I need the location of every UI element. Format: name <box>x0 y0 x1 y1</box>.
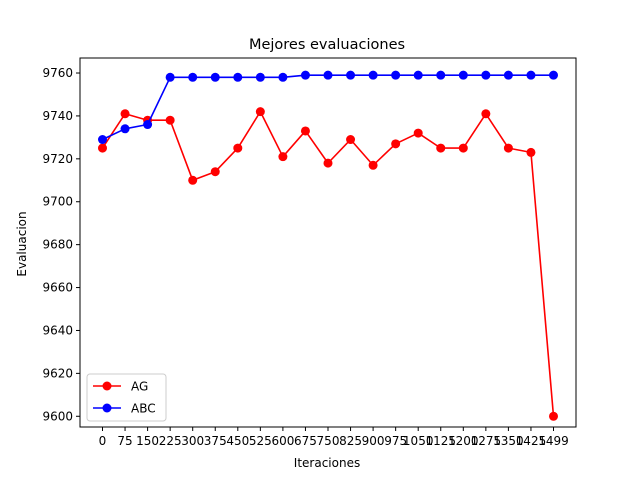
data-point-ag <box>120 109 130 119</box>
data-point-abc <box>300 70 310 80</box>
data-point-abc <box>255 72 265 82</box>
series-ag <box>98 107 558 421</box>
x-tick-label: 1125 <box>425 434 456 448</box>
series-abc <box>98 70 558 145</box>
plot-frame <box>79 57 577 428</box>
x-tick-label: 1200 <box>448 434 479 448</box>
legend-item: ABC <box>93 402 156 416</box>
data-point-abc <box>391 70 401 80</box>
data-point-ag <box>481 109 491 119</box>
x-tick-label: 750 <box>317 434 340 448</box>
data-point-ag <box>368 160 378 170</box>
x-tick-label: 1050 <box>403 434 434 448</box>
plot-area: 9600 9620 9640 9660 9680 9700 9720 9740 9760 0 75 1… <box>42 57 577 448</box>
data-point-abc <box>436 70 446 80</box>
data-point-ag <box>346 135 356 145</box>
data-point-abc <box>143 120 153 130</box>
data-point-ag <box>255 107 265 117</box>
data-point-abc <box>210 72 220 82</box>
data-point-abc <box>413 70 423 80</box>
x-tick-label: 75 <box>117 434 132 448</box>
data-point-abc <box>165 72 175 82</box>
y-tick-label: 9680 <box>42 238 73 252</box>
x-tick-label: 975 <box>384 434 407 448</box>
data-point-ag <box>323 158 333 168</box>
data-point-abc <box>233 72 243 82</box>
data-point-ag <box>278 152 288 162</box>
chart-title: Mejores evaluaciones <box>249 37 405 53</box>
y-tick-label: 9720 <box>42 152 73 166</box>
data-point-ag <box>549 411 558 421</box>
y-tick-label: 9600 <box>42 409 73 423</box>
data-point-ag <box>526 147 536 157</box>
data-point-abc <box>120 124 130 134</box>
x-tick-label: 225 <box>159 434 182 448</box>
y-tick-label: 9740 <box>42 109 73 123</box>
x-tick-label: 1350 <box>493 434 524 448</box>
x-tick-label: 0 <box>99 434 107 448</box>
legend: AG ABC <box>86 373 167 422</box>
data-point-ag <box>233 143 243 153</box>
data-point-ag <box>458 143 468 153</box>
data-point-ag <box>391 139 401 149</box>
x-tick-label: 150 <box>136 434 159 448</box>
legend-item: AG <box>93 380 148 394</box>
data-point-ag <box>210 167 220 177</box>
data-point-abc <box>458 70 468 80</box>
data-point-abc <box>526 70 536 80</box>
legend-marker <box>102 381 112 391</box>
data-point-ag <box>98 143 107 153</box>
x-tick-label: 525 <box>249 434 272 448</box>
data-point-abc <box>346 70 356 80</box>
y-tick-label: 9660 <box>42 281 73 295</box>
data-point-abc <box>278 72 288 82</box>
data-point-abc <box>481 70 491 80</box>
x-tick-label: 450 <box>226 434 249 448</box>
y-axis-label: Evaluacion <box>15 211 29 276</box>
data-point-abc <box>323 70 333 80</box>
legend-label: ABC <box>131 402 156 416</box>
y-tick-label: 9620 <box>42 366 73 380</box>
x-tick-label: 1425 <box>516 434 547 448</box>
series-line-abc <box>102 74 554 141</box>
y-tick-label: 9640 <box>42 323 73 337</box>
legend-label: AG <box>131 380 148 394</box>
x-tick-label: 900 <box>362 434 385 448</box>
x-tick-label: 600 <box>271 434 294 448</box>
data-point-ag <box>165 115 175 125</box>
legend-marker <box>102 403 112 413</box>
data-point-ag <box>503 143 513 153</box>
y-tick-label: 9700 <box>42 195 73 209</box>
x-tick-label: 300 <box>181 434 204 448</box>
x-tick-label: 675 <box>294 434 317 448</box>
x-tick-label: 825 <box>339 434 362 448</box>
x-tick-label: 1275 <box>471 434 502 448</box>
x-axis-label: Iteraciones <box>294 456 360 470</box>
data-point-abc <box>503 70 513 80</box>
data-point-ag <box>436 143 446 153</box>
data-point-ag <box>188 175 198 185</box>
data-point-ag <box>413 128 423 138</box>
y-tick-label: 9760 <box>42 66 73 80</box>
data-point-abc <box>549 70 558 80</box>
x-tick-label: 375 <box>204 434 227 448</box>
data-point-abc <box>368 70 378 80</box>
series-line-ag <box>101 110 555 417</box>
data-point-ag <box>300 126 310 136</box>
x-tick-label: 1499 <box>538 434 569 448</box>
data-point-abc <box>188 72 198 82</box>
data-point-abc <box>98 135 107 145</box>
